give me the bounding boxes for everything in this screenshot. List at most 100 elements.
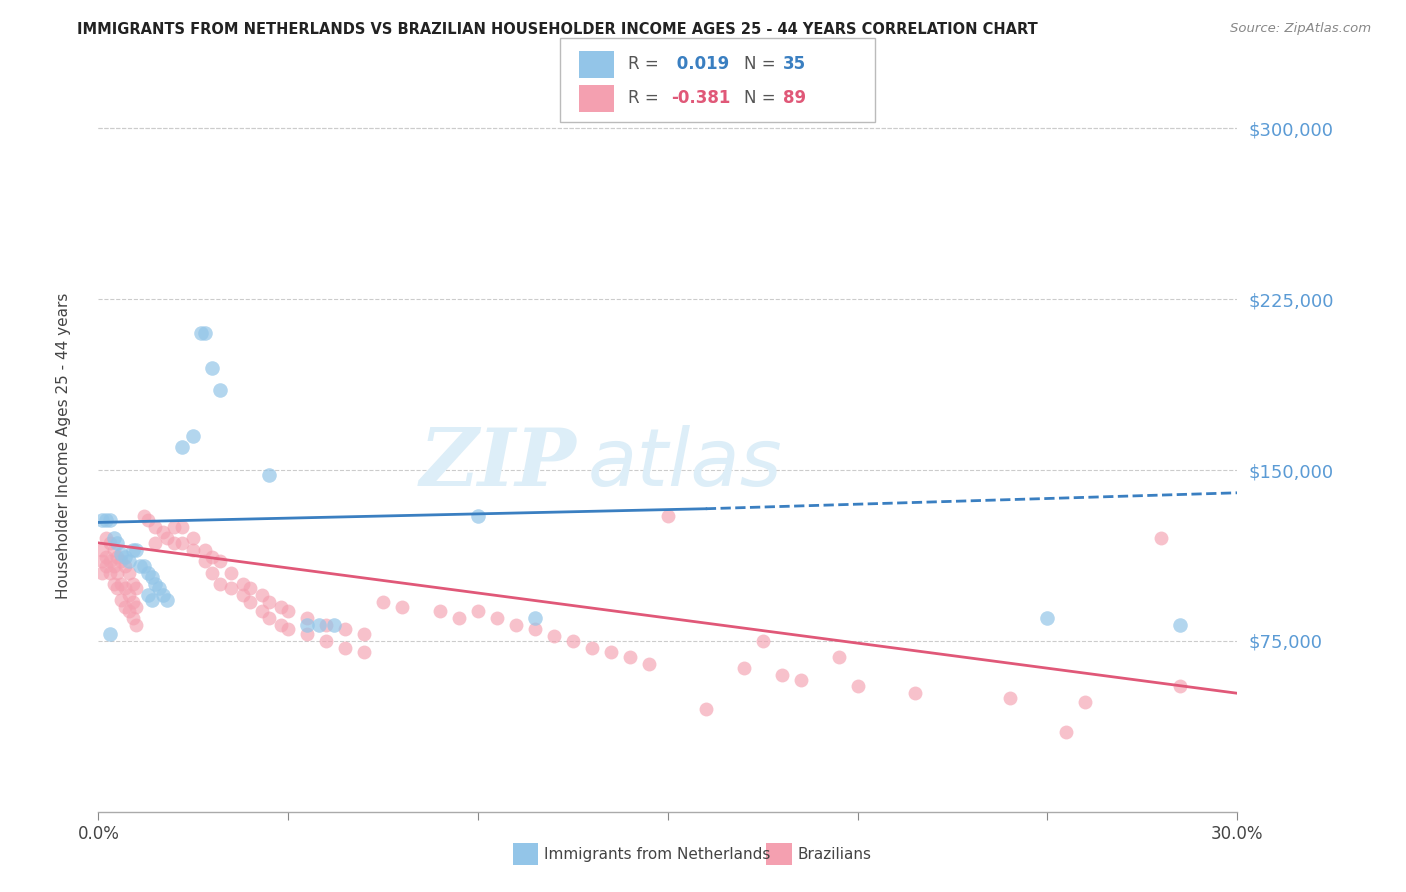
Point [259, 611, 281, 625]
Point [449, 611, 471, 625]
Text: ZIP: ZIP [420, 425, 576, 502]
Point [232, 577, 254, 591]
Point [107, 566, 129, 580]
Point [308, 618, 330, 632]
Text: IMMIGRANTS FROM NETHERLANDS VS BRAZILIAN HOUSEHOLDER INCOME AGES 25 - 44 YEARS C: IMMIGRANTS FROM NETHERLANDS VS BRAZILIAN… [77, 22, 1038, 37]
Point [371, 595, 394, 609]
Point [170, 440, 193, 454]
Point [107, 582, 129, 596]
Point [152, 588, 174, 602]
Point [543, 629, 565, 643]
Point [110, 547, 132, 561]
Point [94, 558, 117, 573]
Point [156, 532, 179, 546]
Point [103, 542, 125, 557]
Point [114, 582, 136, 596]
Point [91, 566, 114, 580]
Point [156, 592, 179, 607]
Point [114, 549, 136, 564]
Point [250, 604, 273, 618]
Point [118, 566, 141, 580]
Point [297, 627, 319, 641]
Point [1170, 618, 1192, 632]
Point [239, 595, 262, 609]
Point [170, 536, 193, 550]
Point [259, 467, 281, 482]
Point [91, 554, 114, 568]
Text: atlas: atlas [588, 425, 783, 503]
Point [114, 558, 136, 573]
Text: R =: R = [628, 89, 665, 107]
Point [657, 508, 679, 523]
Point [904, 686, 927, 700]
Point [1074, 695, 1097, 709]
Point [91, 542, 114, 557]
Point [98, 566, 121, 580]
Point [353, 627, 375, 641]
Point [600, 645, 623, 659]
Point [148, 582, 170, 596]
Text: 0.019: 0.019 [671, 55, 728, 73]
Point [270, 618, 292, 632]
Point [190, 326, 212, 341]
Point [125, 618, 148, 632]
Point [163, 520, 186, 534]
Point [505, 618, 527, 632]
Point [581, 640, 603, 655]
Point [335, 640, 357, 655]
Point [103, 532, 125, 546]
Point [790, 673, 813, 687]
Point [1056, 725, 1078, 739]
Point [201, 566, 224, 580]
Point [145, 536, 167, 550]
Point [103, 558, 125, 573]
Point [118, 554, 141, 568]
Point [121, 595, 143, 609]
Point [98, 554, 121, 568]
Point [239, 582, 262, 596]
Point [1036, 611, 1059, 625]
Point [467, 604, 489, 618]
Text: Brazilians: Brazilians [797, 847, 872, 862]
Point [259, 595, 281, 609]
Point [277, 623, 299, 637]
Text: N =: N = [744, 55, 780, 73]
Point [118, 588, 141, 602]
Point [846, 680, 869, 694]
Point [141, 592, 163, 607]
Point [107, 549, 129, 564]
Point [183, 429, 205, 443]
Point [125, 599, 148, 614]
Point [232, 588, 254, 602]
Point [695, 702, 717, 716]
Point [429, 604, 451, 618]
Point [524, 623, 547, 637]
Point [1150, 532, 1173, 546]
Point [486, 611, 509, 625]
Text: 35: 35 [783, 55, 806, 73]
Text: N =: N = [744, 89, 780, 107]
Point [121, 542, 143, 557]
Text: 89: 89 [783, 89, 806, 107]
Point [121, 611, 143, 625]
Point [94, 513, 117, 527]
Point [524, 611, 547, 625]
Point [638, 657, 661, 671]
Point [125, 582, 148, 596]
Point [110, 577, 132, 591]
Point [91, 513, 114, 527]
Point [297, 618, 319, 632]
Point [250, 588, 273, 602]
Point [353, 645, 375, 659]
Text: Householder Income Ages 25 - 44 years: Householder Income Ages 25 - 44 years [56, 293, 70, 599]
Point [183, 532, 205, 546]
Point [733, 661, 755, 675]
Point [152, 524, 174, 539]
Point [1170, 680, 1192, 694]
Point [315, 633, 337, 648]
Point [136, 588, 159, 602]
Point [145, 520, 167, 534]
Point [221, 582, 243, 596]
Point [103, 577, 125, 591]
Point [322, 618, 344, 632]
